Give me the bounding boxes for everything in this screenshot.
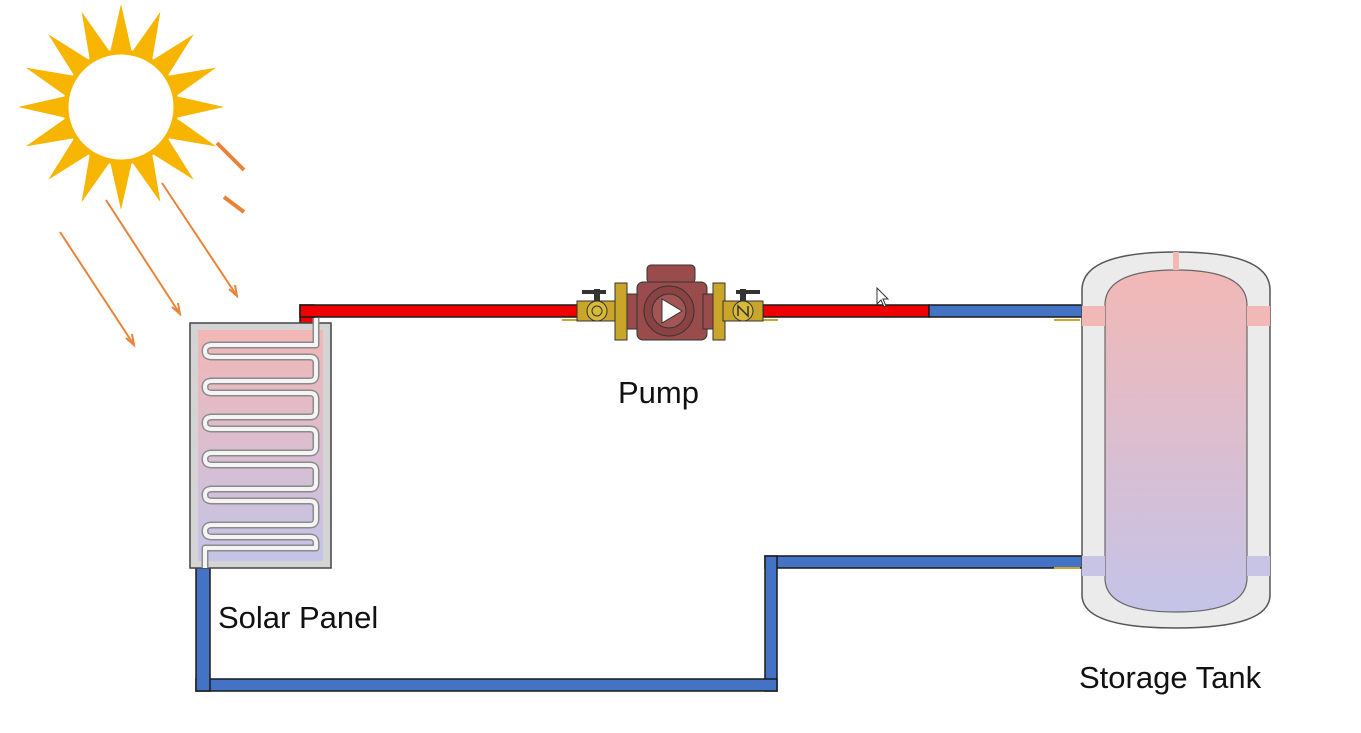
hot-pipe-panel-to-pump — [299, 304, 583, 318]
hot-pipe-pump-to-tank — [762, 304, 930, 318]
circulator-pump-icon — [562, 264, 778, 341]
sun-icon — [18, 4, 224, 210]
pipe-network — [195, 304, 1083, 692]
solar-panel-label: Solar Panel — [218, 600, 379, 635]
solar-panel — [189, 318, 332, 569]
check-valve-right — [722, 289, 764, 322]
return-pipe-tank-outlet — [764, 555, 1083, 569]
pump-label: Pump — [618, 375, 699, 410]
mouse-pointer-icon — [876, 286, 890, 308]
sunlight-rays — [59, 141, 246, 348]
return-pipe-riser — [764, 555, 778, 692]
storage-tank — [1054, 251, 1271, 629]
cold-pipe-to-tank-top — [928, 304, 1083, 318]
return-pipe-bottom-run — [195, 678, 778, 692]
isolation-valve-left — [576, 289, 618, 322]
return-pipe-panel-inlet — [195, 565, 211, 692]
storage-tank-label: Storage Tank — [1079, 660, 1262, 695]
